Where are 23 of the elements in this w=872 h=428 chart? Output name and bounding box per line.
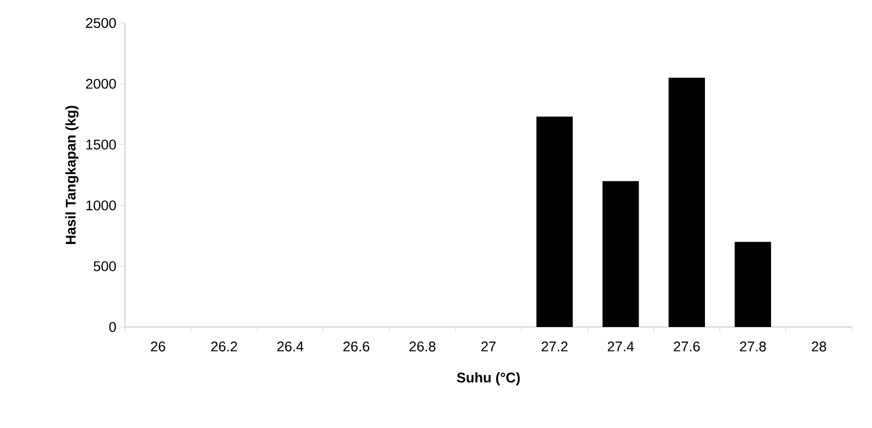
- x-tick-label: 27.8: [740, 342, 766, 352]
- y-axis-title: Hasil Tangkapan (kg): [65, 106, 78, 244]
- y-tick-label: 2500: [86, 18, 116, 28]
- x-tick-label: 26.2: [211, 342, 238, 352]
- x-tick-label: 26: [150, 342, 166, 352]
- y-tick-label: 1500: [86, 140, 116, 150]
- x-axis-title: Suhu (°C): [456, 372, 520, 386]
- bar: [536, 116, 573, 327]
- x-tick-label: 26.8: [409, 342, 436, 352]
- x-tick-label: 27.2: [542, 342, 568, 352]
- x-tick-label: 28: [812, 342, 826, 352]
- y-tick-label: 500: [94, 261, 116, 272]
- x-tick-label: 27.6: [674, 342, 700, 352]
- y-tick-label: 0: [109, 322, 116, 332]
- bar: [602, 181, 639, 327]
- y-tick-label: 2000: [86, 78, 116, 89]
- x-tick-label: 26.4: [277, 342, 304, 352]
- y-tick-label: 1000: [86, 200, 116, 210]
- x-tick-label: 27: [481, 342, 496, 352]
- bar: [734, 242, 772, 327]
- bar: [668, 78, 705, 327]
- x-tick-label: 27.4: [608, 342, 634, 352]
- x-tick-label: 26.6: [343, 342, 370, 352]
